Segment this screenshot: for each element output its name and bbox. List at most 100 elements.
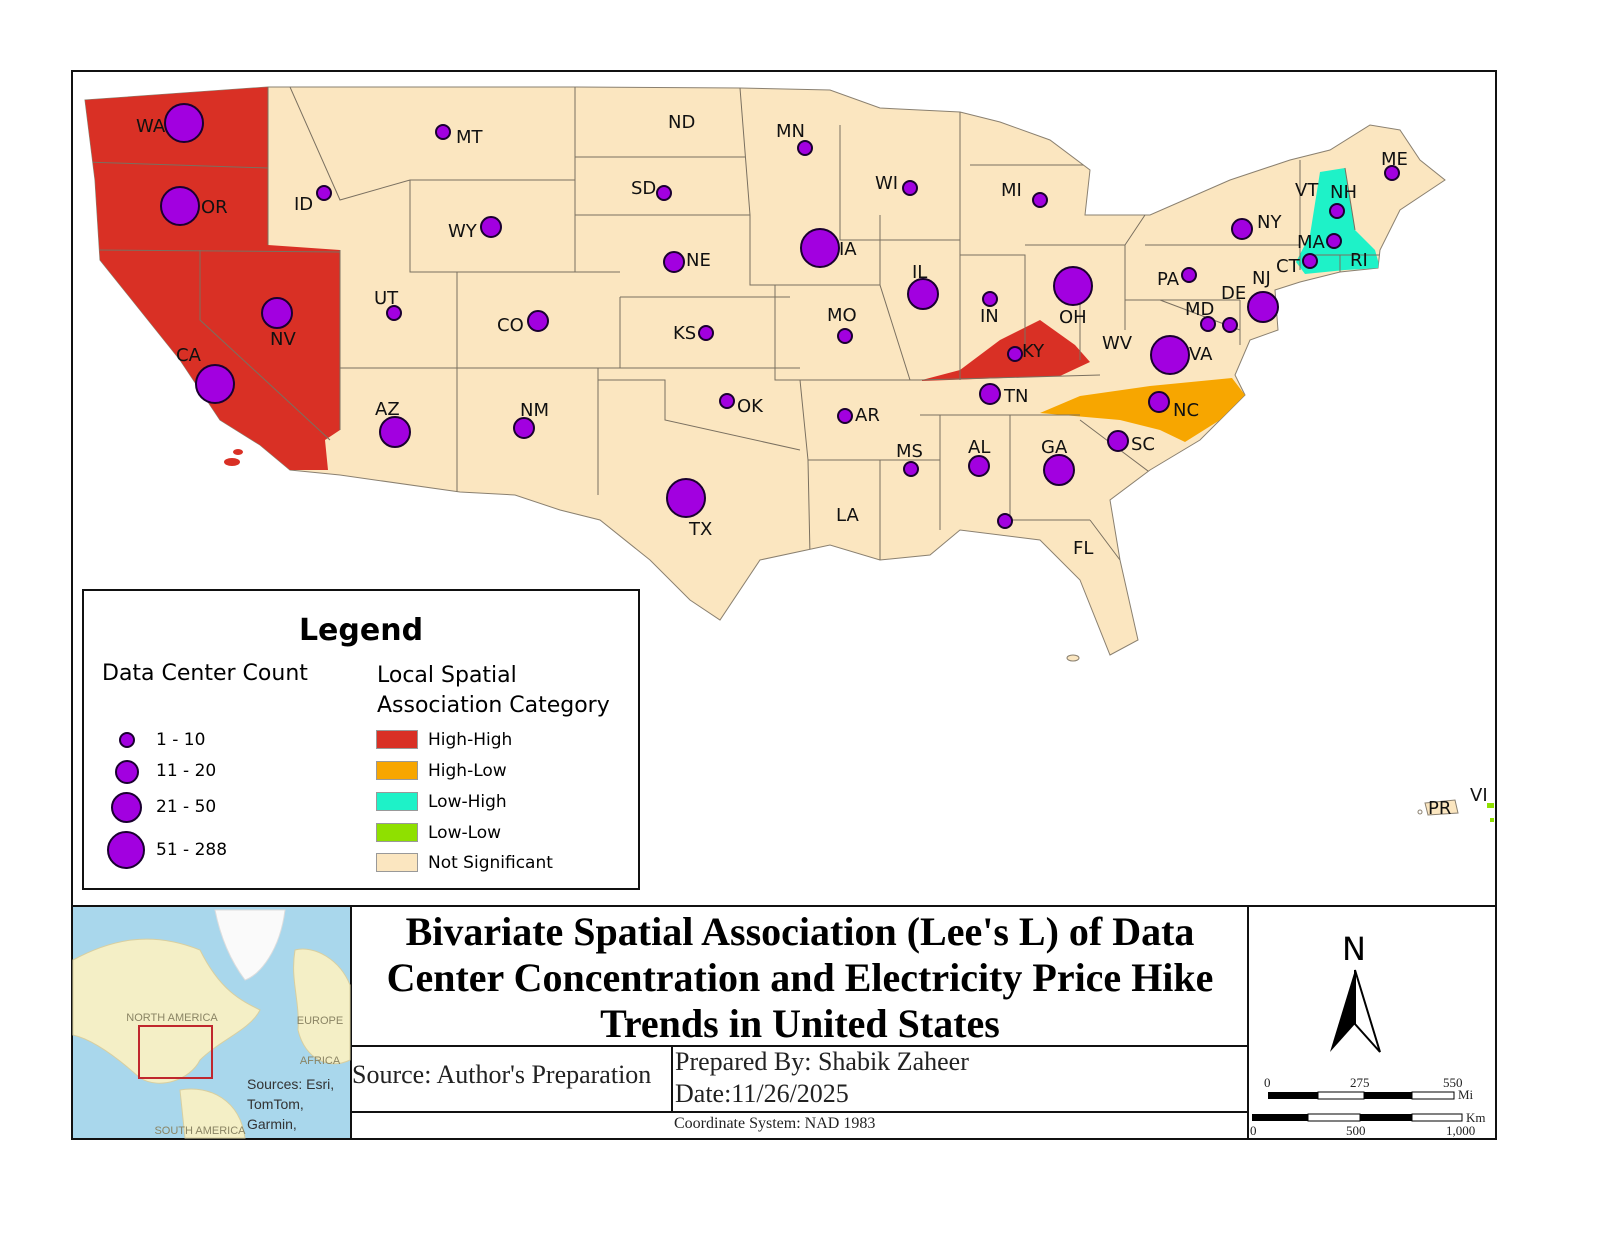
state-labels: WA OR CA NV ID MT WY UT CO AZ NM ND SD NE KS OK TX MN IA MO… — [136, 112, 1488, 819]
state-label-pa: PA — [1157, 269, 1180, 290]
legend-category-2: High-Low — [428, 761, 507, 781]
map-frame — [71, 70, 1497, 1140]
inset-label-north-america: NORTH AMERICA — [126, 1012, 218, 1024]
state-label-ne: NE — [686, 250, 711, 271]
state-label-ny: NY — [1257, 212, 1282, 233]
scale-mi-unit: Mi — [1458, 1087, 1474, 1102]
scale-km-tick-0: 0 — [1250, 1123, 1257, 1138]
state-label-de: DE — [1221, 283, 1246, 304]
data-center-symbol-in — [982, 291, 998, 307]
state-label-pr: PR — [1428, 798, 1451, 819]
scale-km-unit: Km — [1466, 1110, 1486, 1125]
legend-title: Legend — [298, 613, 424, 648]
state-label-nh: NH — [1330, 182, 1357, 203]
scale-mi-tick-0: 0 — [1264, 1075, 1271, 1090]
state-label-md: MD — [1185, 299, 1214, 320]
data-center-symbol-tx — [666, 478, 706, 518]
footer-grid — [350, 906, 1249, 1139]
data-center-symbol-ia — [800, 228, 840, 268]
state-polygon-west-high-high — [85, 87, 340, 470]
state-label-wy: WY — [448, 221, 478, 242]
data-center-symbol-mo — [837, 328, 853, 344]
legend-symbol-large — [111, 792, 142, 823]
state-label-ar: AR — [855, 405, 880, 426]
state-label-fl: FL — [1073, 538, 1093, 559]
state-label-ga: GA — [1041, 437, 1068, 458]
data-center-symbol-ar — [837, 408, 853, 424]
state-label-va: VA — [1189, 344, 1213, 365]
legend: Legend Data Center Count Local Spatial A… — [82, 589, 640, 890]
legend-swatch-high-low — [376, 761, 418, 780]
scale-mi-tick-1: 275 — [1350, 1075, 1370, 1090]
states-layer — [84, 86, 1494, 822]
data-center-symbol-sd — [656, 185, 672, 201]
north-arrow: N — [1330, 930, 1381, 1053]
data-center-symbol-mi — [1032, 192, 1048, 208]
state-polygon-vi-2 — [1490, 818, 1494, 822]
legend-swatch-high-high — [376, 730, 418, 749]
data-center-symbol-nj — [1247, 291, 1279, 323]
date-text: Date:11/26/2025 — [675, 1079, 849, 1108]
inset-locator-map: NORTH AMERICA EUROPE AFRICA SOUTH AMERIC… — [72, 907, 351, 1139]
coordinate-system-text: Coordinate System: NAD 1983 — [674, 1115, 876, 1132]
state-label-me: ME — [1381, 149, 1408, 170]
legend-swatch-not-significant — [376, 853, 418, 872]
data-center-symbol-oh — [1053, 266, 1093, 306]
state-label-vt: VT — [1295, 180, 1319, 201]
data-center-symbol-nm — [513, 417, 535, 439]
state-label-nd: ND — [668, 112, 695, 133]
state-label-ri: RI — [1350, 250, 1368, 271]
state-label-co: CO — [497, 315, 524, 336]
data-center-symbol-nh — [1329, 203, 1345, 219]
state-label-ok: OK — [737, 396, 764, 417]
state-polygon-pr — [1424, 799, 1459, 816]
legend-count-2: 11 - 20 — [156, 761, 217, 781]
data-center-symbol-ky — [1007, 346, 1023, 362]
state-polygon-new-england — [1296, 168, 1380, 274]
state-polygon-ky — [922, 320, 1090, 381]
map-title: Bivariate Spatial Association (Lee's L) … — [386, 909, 1214, 1046]
scale-mi-tick-2: 550 — [1443, 1075, 1463, 1090]
legend-swatch-low-low — [376, 823, 418, 842]
state-label-mo: MO — [827, 305, 857, 326]
legend-count-1: 1 - 10 — [156, 730, 206, 750]
state-borders — [85, 87, 1380, 561]
state-label-id: ID — [294, 194, 313, 215]
state-label-vi: VI — [1470, 785, 1488, 806]
state-polygon-nc — [1040, 378, 1245, 442]
state-label-in: IN — [980, 306, 999, 327]
state-label-wv: WV — [1102, 333, 1133, 354]
state-label-wi: WI — [875, 173, 898, 194]
scale-km-tick-2: 1,000 — [1446, 1123, 1475, 1138]
data-center-symbol-mt — [435, 124, 451, 140]
data-center-symbol-ut — [386, 305, 402, 321]
state-label-la: LA — [836, 505, 859, 526]
florida-keys — [1066, 654, 1080, 662]
state-label-ma: MA — [1297, 232, 1326, 253]
state-label-il: IL — [912, 262, 927, 283]
data-center-symbol-sc — [1107, 430, 1129, 452]
inset-extent-box — [138, 1025, 213, 1079]
state-label-or: OR — [201, 197, 228, 218]
state-label-mn: MN — [776, 121, 805, 142]
legend-category-4: Low-Low — [428, 823, 502, 843]
data-center-symbol-ms — [903, 461, 919, 477]
data-center-symbol-me — [1384, 165, 1400, 181]
legend-category-heading: Local Spatial Association Category — [377, 663, 610, 718]
legend-category-3: Low-High — [428, 792, 507, 812]
data-center-symbol-wi — [902, 180, 918, 196]
legend-symbol-small — [119, 732, 135, 748]
state-label-al: AL — [968, 437, 990, 458]
state-label-sd: SD — [631, 178, 656, 199]
data-center-symbol-ga — [1043, 454, 1075, 486]
north-arrow-label: N — [1342, 930, 1366, 968]
state-label-nj: NJ — [1252, 268, 1271, 289]
data-center-symbol-nc — [1148, 391, 1170, 413]
data-center-symbol-ny — [1231, 218, 1253, 240]
data-center-symbol-al — [968, 455, 990, 477]
data-center-symbol-de — [1222, 317, 1238, 333]
data-center-symbol-fl — [997, 513, 1013, 529]
state-label-wa: WA — [136, 116, 166, 137]
legend-category-5: Not Significant — [428, 853, 553, 873]
state-label-ca: CA — [176, 345, 202, 366]
